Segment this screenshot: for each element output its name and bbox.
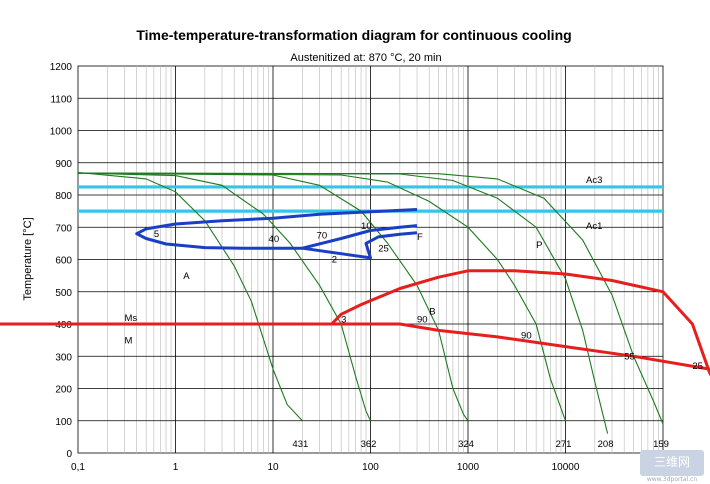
cooling-curve-271	[77, 172, 567, 421]
percent-annotation: 55	[624, 351, 635, 362]
hardness-label: 159	[653, 439, 669, 450]
y-tick-label: 600	[55, 256, 72, 267]
percent-annotation: 25	[378, 243, 389, 254]
hardness-label: 324	[458, 439, 474, 450]
hardness-label: 431	[292, 439, 308, 450]
percent-annotation: 2	[332, 255, 337, 266]
y-tick-label: 0	[66, 449, 72, 460]
y-tick-label: 200	[55, 385, 72, 396]
hardness-label: 362	[361, 439, 377, 450]
y-axis-label: Temperature [°C]	[22, 217, 34, 300]
watermark-text: 三维网	[654, 455, 690, 469]
x-tick-label: 0,1	[71, 462, 85, 473]
y-tick-label: 100	[55, 417, 72, 428]
transformation-curve	[302, 231, 418, 260]
cooling-curve-208	[77, 172, 609, 434]
phase-label-ms: Ms	[125, 313, 138, 324]
phase-label-a: A	[183, 271, 190, 282]
percent-annotation: 90	[417, 314, 428, 325]
percent-annotation: 5	[154, 229, 159, 240]
y-tick-label: 1200	[50, 62, 73, 73]
cooling-curve-159	[77, 172, 664, 425]
cooling-curves	[77, 171, 664, 434]
phase-label-p: P	[536, 240, 542, 251]
y-tick-label: 500	[55, 288, 72, 299]
y-tick-label: 300	[55, 352, 72, 363]
percent-annotation: 40	[269, 234, 280, 245]
hardness-label: 208	[598, 439, 614, 450]
transformation-curve	[330, 269, 710, 377]
grid	[77, 65, 664, 454]
percent-annotation: 3	[341, 314, 346, 325]
percent-annotation: 90	[521, 331, 532, 342]
transformation-curve	[135, 208, 418, 250]
ref-label-ac1: Ac1	[586, 221, 602, 232]
axis-ticks: 0100200300400500600700800900100011001200…	[50, 62, 674, 473]
ref-label-ac3: Ac3	[586, 175, 602, 186]
watermark-subtext: www.3dportal.cn	[647, 476, 698, 483]
y-tick-label: 700	[55, 223, 72, 234]
phase-label-m: M	[125, 335, 133, 346]
x-tick-label: 1	[173, 462, 179, 473]
phase-label-f: F	[417, 232, 423, 243]
y-tick-label: 1100	[50, 94, 72, 105]
chart-title: Time-temperature-transformation diagram …	[136, 27, 571, 43]
y-tick-label: 1000	[50, 127, 73, 138]
phase-label-b: B	[429, 306, 435, 317]
y-tick-label: 900	[55, 159, 72, 170]
cooling-curve-431	[77, 171, 303, 422]
x-tick-label: 10000	[552, 462, 580, 473]
x-tick-label: 100	[362, 462, 379, 473]
transformation-curve	[0, 322, 710, 372]
hardness-label: 271	[556, 439, 572, 450]
x-tick-label: 1000	[457, 462, 480, 473]
cooling-curve-362	[77, 172, 371, 422]
percent-annotation: 25	[692, 361, 703, 372]
transformation-curves	[0, 208, 710, 377]
percent-annotation: 70	[317, 231, 328, 242]
cooling-curve-324	[77, 172, 469, 422]
chart-labels: A F P B Ms M 5 40 70 10 2 25 3 90 90 55 25 431 362 324 271 20…	[125, 221, 703, 450]
x-tick-label: 10	[267, 462, 279, 473]
chart-subtitle: Austenitized at: 870 °C, 20 min	[290, 52, 441, 64]
percent-annotation: 10	[361, 221, 372, 232]
watermark: 三维网 www.3dportal.cn	[640, 450, 704, 483]
y-tick-label: 800	[55, 191, 72, 202]
